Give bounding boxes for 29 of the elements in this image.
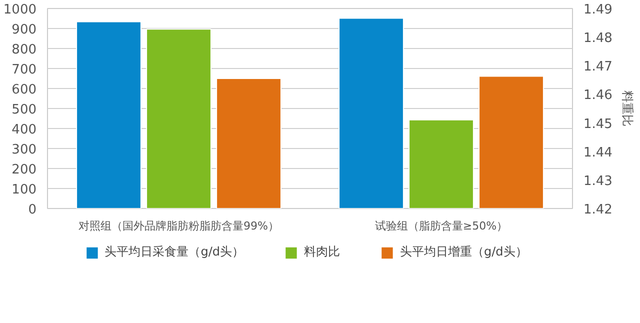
y2-tick-label: 1.49 — [584, 2, 612, 18]
legend-label: 头平均日采食量（g/d头） — [104, 244, 244, 260]
bar — [76, 21, 142, 208]
bar — [478, 76, 544, 208]
y2-tick-label: 1.42 — [584, 202, 612, 218]
x-tick-label: 对照组（国外品牌脂肪粉脂肪含量99%） — [78, 220, 279, 232]
y2-tick-label: 1.47 — [584, 60, 612, 75]
y-tick-label: 1000 — [3, 2, 37, 18]
y2-tick-label: 1.43 — [584, 174, 612, 189]
y-tick-label: 200 — [12, 162, 37, 178]
bar — [216, 78, 282, 208]
y2-tick-label: 1.44 — [584, 145, 612, 160]
y-tick-label: 100 — [12, 182, 37, 198]
y-tick-label: 300 — [12, 142, 37, 158]
y2-axis-title: 料重比 — [620, 90, 634, 126]
legend-label: 料肉比 — [304, 244, 340, 260]
y2-tick-label: 1.46 — [584, 88, 612, 104]
y-tick-label: 500 — [12, 102, 37, 118]
y-tick-label: 0 — [28, 202, 37, 218]
bar — [338, 18, 404, 208]
y-tick-label: 400 — [12, 122, 37, 138]
y2-tick-label: 1.48 — [584, 31, 612, 46]
y-tick-label: 900 — [12, 22, 37, 38]
y-tick-label: 800 — [12, 42, 37, 58]
y-tick-label: 700 — [12, 62, 37, 78]
x-tick-label: 试验组（脂肪含量≥50%） — [374, 220, 508, 232]
y2-tick-label: 1.45 — [584, 116, 612, 132]
y-tick-label: 600 — [12, 82, 37, 98]
legend-label: 头平均日增重（g/d头） — [400, 244, 528, 260]
